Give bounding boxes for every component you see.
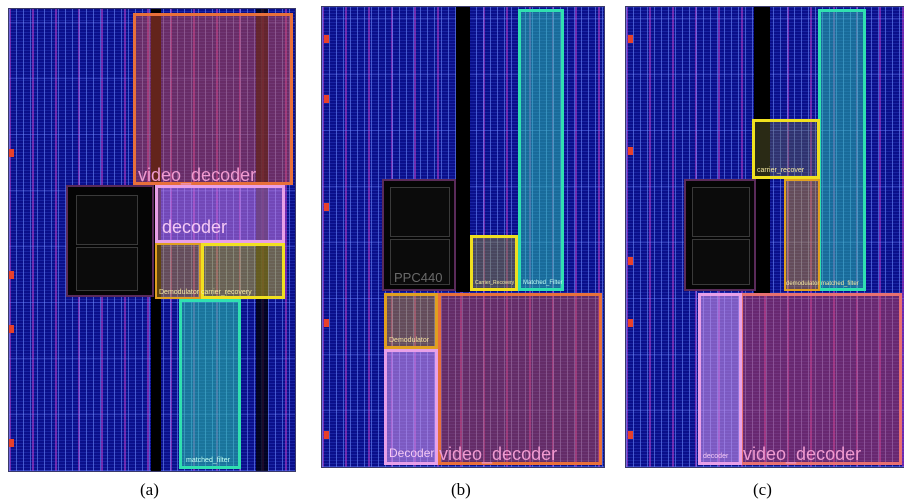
ppc440-block: PPC440 [382,179,456,291]
caption-a: (a) [140,480,159,499]
region-label: decoder [703,453,729,460]
region-decoder[interactable]: decoder [698,293,742,465]
caption-c: (c) [753,480,772,499]
ppc440-label: PPC440 [394,270,443,285]
region-matched-filter[interactable]: Matched_Filter [518,9,564,291]
floorplan-panel-a: video_decoder decoder Demodulator carrie… [8,8,296,472]
clock-column [754,7,770,293]
region-demodulator[interactable] [784,179,820,291]
region-label: decoder [162,217,228,237]
caption-b: (b) [451,480,471,499]
region-video-decoder[interactable]: video_decoder [133,13,293,185]
region-decoder[interactable]: decoder [155,185,285,243]
region-label: Decoder [389,446,435,460]
clock-column [456,7,470,292]
floorplan-panel-c: carrier_recover demodulator matched_filt… [625,6,904,468]
region-label: demodulator matched_filter [786,281,859,287]
region-demodulator[interactable]: Demodulator [384,293,438,349]
region-label: Carrier_Recovery [475,280,515,286]
region-matched-filter[interactable]: matched_filter [179,299,241,469]
region-label: Matched_Filter [523,280,563,286]
region-demodulator[interactable] [155,243,201,299]
region-carrier-recovery[interactable] [201,243,285,299]
region-label: Demodulator carrier_recovery [159,289,252,296]
region-decoder[interactable]: Decoder [384,349,438,465]
region-carrier-recover[interactable]: carrier_recover [752,119,820,179]
region-label: matched_filter [186,457,230,464]
ppc440-block [66,185,154,297]
region-video-decoder[interactable]: video_decoder [438,293,602,465]
region-label: carrier_recover [757,167,805,174]
region-label: video_decoder [439,444,558,464]
floorplan-panel-b: Matched_Filter PPC440 Carrier_Recovery D… [321,6,605,468]
region-video-decoder[interactable]: video_decoder [740,293,902,465]
region-matched-filter[interactable] [818,9,866,291]
region-carrier-recovery[interactable]: Carrier_Recovery [470,235,518,291]
region-label: video_decoder [138,165,257,185]
region-label: video_decoder [743,444,862,464]
ppc440-block [684,179,756,291]
region-label: Demodulator [389,337,430,344]
